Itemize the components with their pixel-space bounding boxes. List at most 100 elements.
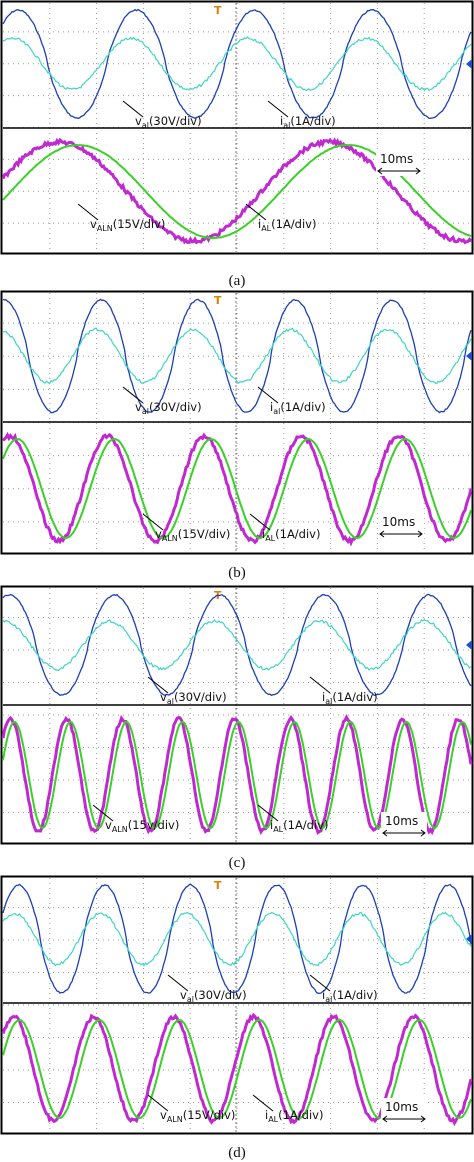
scale-text: (1A/div) (280, 400, 325, 414)
scale-text: (1A/div) (278, 1108, 323, 1122)
annotation: vALN(15v/div) (105, 818, 179, 834)
annotation: val(30V/div) (180, 988, 247, 1004)
subscript: al (325, 697, 332, 706)
annotation: iAL(1A/div) (270, 818, 328, 834)
time-scale-arrow (379, 530, 423, 538)
annotation: iAL(1A/div) (262, 527, 320, 543)
annotation-arrow (309, 974, 331, 992)
subscript: AL (261, 224, 271, 233)
annotation: val(30V/div) (135, 400, 202, 416)
annotation-arrow (147, 1094, 169, 1112)
load-voltage-wave (1, 1012, 473, 1127)
symbol: v (135, 400, 142, 414)
voltage-wave (2, 593, 472, 697)
subscript: al (283, 121, 290, 130)
panel-label: (b) (228, 565, 246, 581)
annotation-arrow (267, 100, 289, 118)
scale-text: (15V/div) (113, 217, 166, 231)
subscript: ALN (167, 1115, 183, 1124)
scale-text: (1A/div) (275, 527, 320, 541)
subscript: al (167, 697, 174, 706)
subscript: ALN (162, 534, 178, 543)
load-voltage-wave (1, 137, 473, 245)
subscript: al (142, 121, 149, 130)
panel-label: (a) (229, 273, 246, 289)
current-wave (2, 618, 472, 672)
scale-text: (1A/div) (290, 114, 335, 128)
annotation: ial(1A/div) (280, 114, 336, 130)
time-scale: 10ms (385, 814, 418, 828)
annotation-arrow (257, 804, 279, 822)
trigger-marker: T (214, 294, 222, 307)
load-current-wave (2, 1018, 472, 1120)
scale-text: (1A/div) (283, 818, 328, 832)
scale-text: (30V/div) (174, 690, 227, 704)
scale-text: (15V/div) (178, 527, 231, 541)
symbol: i (322, 988, 325, 1002)
scale-box (381, 812, 427, 838)
annotation-arrow (142, 513, 164, 531)
load-voltage-wave (2, 431, 473, 547)
trigger-marker: T (214, 879, 222, 892)
scale-text: (30V/div) (194, 988, 247, 1002)
time-scale-arrow (377, 167, 421, 175)
annotation-arrow (92, 804, 114, 822)
annotation-arrow (167, 974, 189, 992)
time-scale-arrow (382, 829, 426, 837)
symbol: i (262, 527, 265, 541)
symbol: v (160, 1108, 167, 1122)
subscript: al (273, 407, 280, 416)
subscript: al (325, 995, 332, 1004)
symbol: v (160, 690, 167, 704)
subscript: al (142, 407, 149, 416)
annotation-arrow (245, 203, 267, 221)
subscript: AL (265, 534, 275, 543)
annotation-arrow (249, 513, 271, 531)
annotation: vALN(15V/div) (155, 527, 230, 543)
load-voltage-wave (1, 714, 473, 836)
symbol: i (258, 217, 261, 231)
load-current-wave (2, 720, 472, 830)
time-scale: 10ms (380, 152, 413, 166)
marker-arrow (466, 351, 472, 361)
annotation-arrow (257, 386, 279, 404)
symbol: i (322, 690, 325, 704)
annotation-arrow (147, 676, 169, 694)
subscript: AL (273, 825, 283, 834)
subscript: ALN (112, 825, 128, 834)
voltage-wave (2, 883, 472, 995)
load-current-wave (2, 437, 472, 540)
time-scale: 10ms (382, 515, 415, 529)
panel-label: (c) (229, 855, 246, 871)
annotation-arrow (252, 1094, 274, 1112)
trigger-marker: T (214, 4, 222, 17)
annotation-arrow (309, 676, 331, 694)
time-scale: 10ms (385, 1100, 418, 1114)
annotation: vALN(15V/div) (90, 217, 165, 233)
symbol: i (270, 400, 273, 414)
annotation: ial(1A/div) (270, 400, 326, 416)
symbol: v (105, 818, 112, 832)
scale-text: (15v/div) (128, 818, 180, 832)
panel-label: (d) (228, 1145, 246, 1161)
symbol: v (180, 988, 187, 1002)
current-wave (2, 36, 472, 92)
scale-box (376, 150, 422, 176)
scope-frame (0, 585, 474, 845)
scale-text: (15V/div) (183, 1108, 236, 1122)
annotation: iAL(1A/div) (265, 1108, 323, 1124)
symbol: i (280, 114, 283, 128)
voltage-wave (2, 298, 472, 414)
scale-text: (30V/div) (149, 400, 202, 414)
scale-box (378, 513, 424, 539)
symbol: v (90, 217, 97, 231)
voltage-wave (2, 8, 472, 120)
annotation: val(30V/div) (160, 690, 227, 706)
subscript: AL (268, 1115, 278, 1124)
scale-text: (30V/div) (149, 114, 202, 128)
current-wave (2, 327, 472, 385)
